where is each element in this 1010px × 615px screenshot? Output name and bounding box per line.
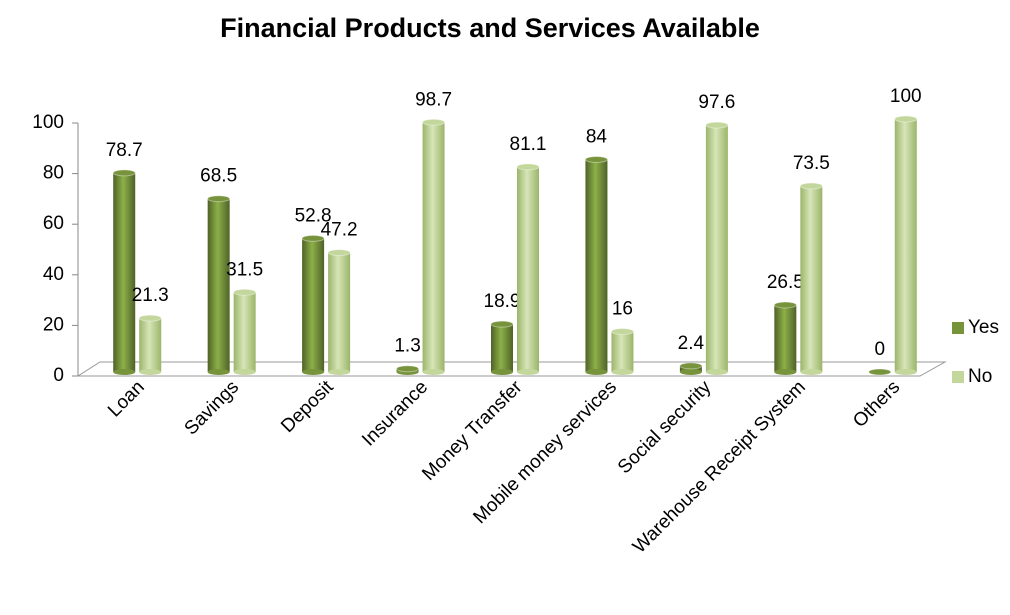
bar-base [774, 369, 797, 375]
data-label: 47.2 [321, 220, 358, 241]
y-tick-label: 20 [43, 314, 64, 335]
bar-cap [138, 314, 162, 322]
x-tick-label: Others [849, 377, 904, 432]
legend-swatch [952, 371, 964, 383]
bar-cap [868, 368, 892, 376]
data-label: 52.8 [295, 205, 332, 226]
data-label: 2.4 [678, 333, 705, 354]
y-tick-label: 40 [43, 264, 64, 285]
bar-cap [799, 182, 823, 190]
bar-base [328, 369, 351, 375]
bar [328, 252, 351, 372]
chart-title: Financial Products and Services Availabl… [220, 13, 760, 43]
data-label: 0 [874, 339, 885, 360]
y-tick-label: 60 [43, 213, 64, 234]
bar-cap [233, 288, 257, 296]
data-label: 100 [890, 86, 922, 107]
bar [611, 331, 634, 372]
data-label: 16 [612, 299, 633, 320]
bar [422, 122, 445, 372]
bar [233, 292, 256, 372]
bar-cap [705, 121, 729, 129]
x-tick-label: Insurance [358, 377, 432, 451]
bar-cap [301, 234, 325, 242]
bar [774, 304, 797, 372]
bar-cap [610, 328, 634, 336]
data-label: 98.7 [415, 89, 452, 110]
bar-cap [490, 320, 514, 328]
bar-cap [894, 115, 918, 123]
bar-base [139, 369, 162, 375]
x-tick-label: Money Transfer [418, 376, 527, 485]
bar-cap [112, 169, 136, 177]
data-label: 84 [586, 126, 608, 147]
x-tick-label: Deposit [277, 376, 338, 437]
x-tick-label: Savings [181, 377, 244, 440]
legend-label: No [968, 366, 992, 387]
x-tick-label: Loan [104, 377, 149, 422]
bar [517, 166, 539, 372]
data-label: 26.5 [767, 272, 804, 293]
data-label: 31.5 [226, 259, 263, 280]
bar [139, 318, 162, 372]
bar [302, 238, 325, 372]
bar-base [233, 369, 256, 375]
bar [679, 365, 702, 372]
x-tick-label: Social security [614, 376, 716, 478]
bar-base [491, 369, 513, 375]
bar-cap [679, 362, 703, 370]
bar [491, 324, 513, 372]
bar-cap [396, 365, 420, 373]
bar-base [800, 369, 823, 375]
bar-base [302, 369, 325, 375]
data-label: 97.6 [698, 92, 735, 113]
bar-base [517, 369, 539, 375]
data-label: 81.1 [510, 134, 547, 155]
y-tick-label: 80 [43, 163, 64, 184]
data-label: 78.7 [106, 140, 143, 161]
bar [894, 119, 917, 372]
bar-base [585, 369, 608, 375]
bar [705, 125, 728, 373]
bar [585, 159, 608, 372]
data-label: 18.9 [484, 291, 521, 312]
bar-base [207, 369, 230, 375]
legend-swatch [952, 322, 964, 334]
bar-cap [516, 163, 540, 171]
data-label: 73.5 [793, 153, 830, 174]
data-label: 68.5 [200, 166, 237, 187]
data-label: 21.3 [132, 285, 169, 306]
bar-cap [773, 301, 797, 309]
bar-cap [327, 249, 351, 257]
bar-base [679, 369, 702, 375]
bar-base [422, 369, 445, 375]
bar-base [894, 369, 917, 375]
bar-cap [422, 118, 446, 126]
bar-cap [207, 195, 231, 203]
bar-base [113, 369, 136, 375]
y-tick-label: 100 [32, 112, 64, 133]
x-tick-label: Warehouse Receipt System [629, 377, 810, 558]
bar-cap [584, 155, 608, 163]
bar [207, 198, 230, 372]
legend-label: Yes [968, 317, 999, 338]
bar [800, 186, 823, 372]
data-label: 1.3 [394, 336, 420, 357]
bar-base [705, 369, 728, 375]
bar [113, 172, 136, 372]
floor [76, 361, 947, 377]
y-tick-label: 0 [53, 365, 64, 386]
bar-base [611, 369, 634, 375]
